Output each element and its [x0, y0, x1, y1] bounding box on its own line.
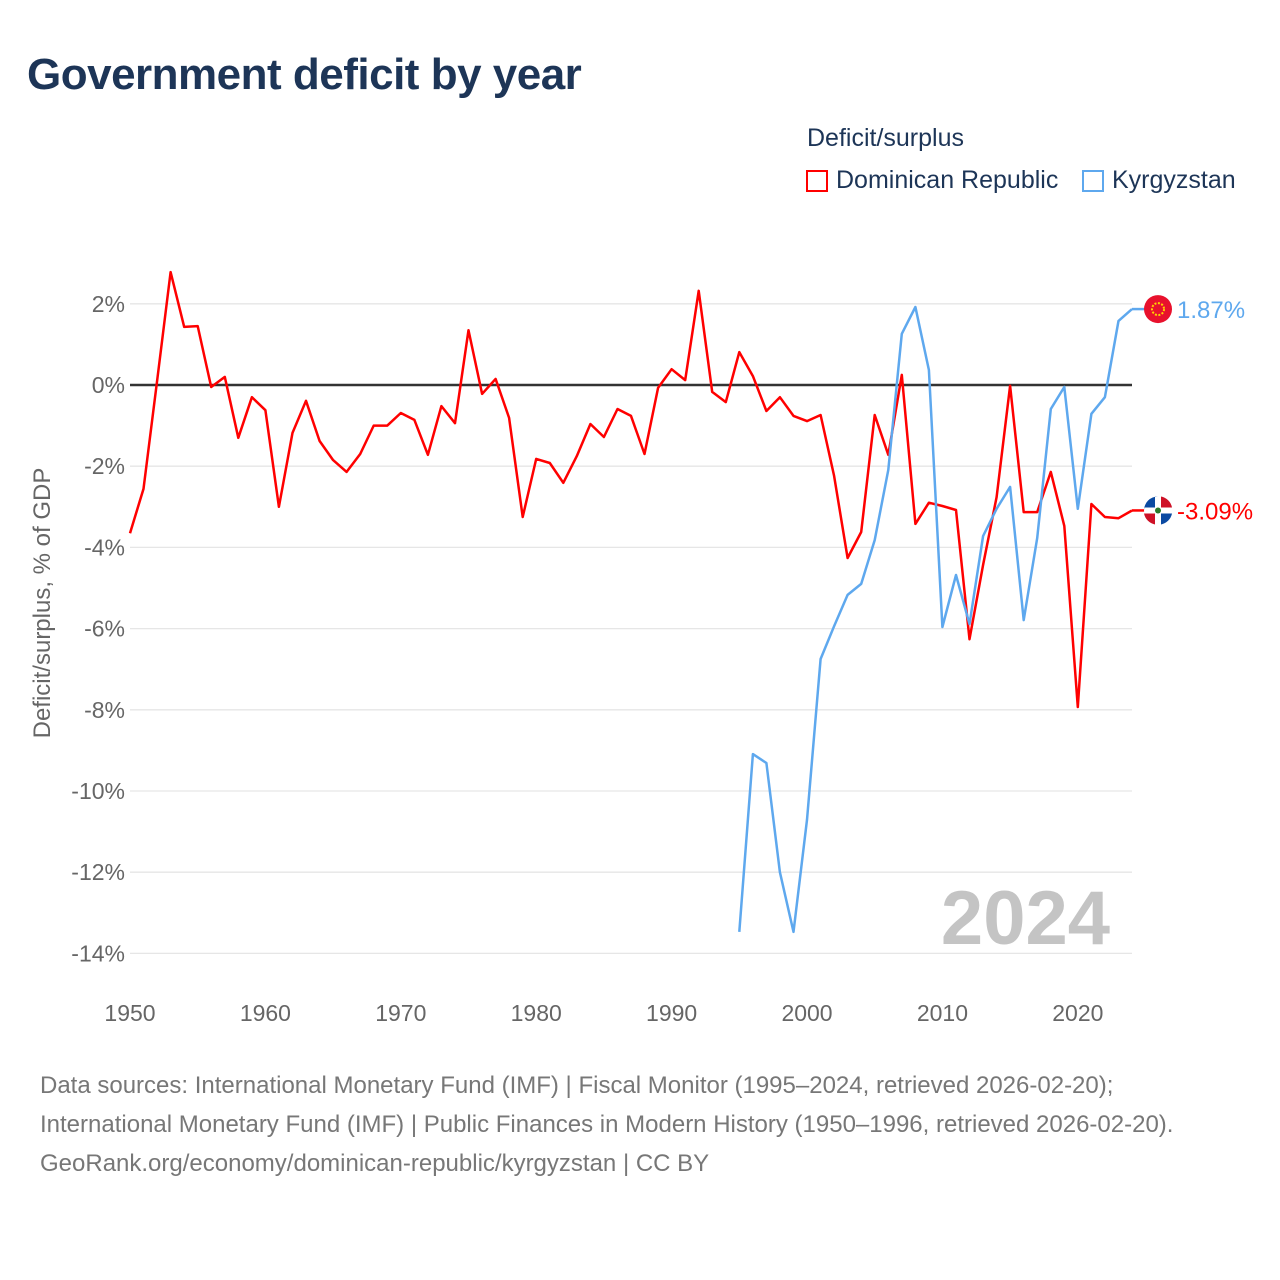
y-tick-label: -8% [84, 697, 125, 723]
flag-quadrant [1161, 513, 1172, 525]
chart-title: Government deficit by year [27, 50, 582, 99]
y-tick-label: -14% [71, 940, 125, 966]
x-tick-label: 1960 [240, 1000, 291, 1026]
x-tick-label: 2000 [781, 1000, 832, 1026]
y-tick-label: -2% [84, 453, 125, 479]
data-sources: Data sources: International Monetary Fun… [40, 1072, 1174, 1138]
x-tick-label: 2010 [917, 1000, 968, 1026]
x-tick-label: 1980 [511, 1000, 562, 1026]
y-tick-label: -6% [84, 616, 125, 642]
y-tick-label: 0% [92, 372, 125, 398]
flag-emblem [1155, 507, 1161, 514]
y-tick-label: -4% [84, 534, 125, 560]
flag-quadrant [1144, 496, 1158, 511]
legend-item-dominican-republic[interactable]: Dominican Republic [806, 166, 1058, 195]
y-tick-label: -10% [71, 778, 125, 804]
x-tick-label: 1950 [104, 1000, 155, 1026]
flag-bg [1144, 295, 1172, 324]
y-axis-label: Deficit/surplus, % of GDP [29, 468, 56, 739]
flag-sun [1151, 302, 1165, 317]
kyrgyzstan-flag-icon [1144, 295, 1172, 324]
dominican-republic-flag-icon [1144, 496, 1172, 525]
series-line-dominican-republic [128, 270, 1133, 709]
y-tick-label: -12% [71, 859, 125, 885]
legend-title: Deficit/surplus [807, 124, 964, 152]
x-tick-label: 1970 [375, 1000, 426, 1026]
credit-link[interactable]: GeoRank.org/economy/dominican-republic/k… [40, 1150, 710, 1177]
x-tick-label: 2020 [1052, 1000, 1103, 1026]
line-chart: 2% 0% -2% -4% -6% -8% -10% -12% -14% 1950 1960 1970… [29, 270, 1253, 1026]
end-value-label: 1.87% [1177, 297, 1245, 324]
year-watermark: 2024 [941, 876, 1110, 961]
flag-quadrant [1144, 513, 1155, 525]
legend-label: Dominican Republic [836, 166, 1059, 194]
legend-item-kyrgyzstan[interactable]: Kyrgyzstan [1082, 166, 1236, 195]
y-tick-label: 2% [92, 291, 125, 317]
series-line-kyrgyzstan [738, 305, 1133, 934]
legend-swatch [806, 169, 828, 192]
footer: Data sources: International Monetary Fun… [40, 1066, 1240, 1183]
legend-label: Kyrgyzstan [1112, 166, 1236, 194]
flag-quadrant [1161, 496, 1172, 508]
legend-swatch [1082, 169, 1104, 192]
end-value-label: -3.09% [1177, 498, 1253, 525]
x-tick-label: 1990 [646, 1000, 697, 1026]
